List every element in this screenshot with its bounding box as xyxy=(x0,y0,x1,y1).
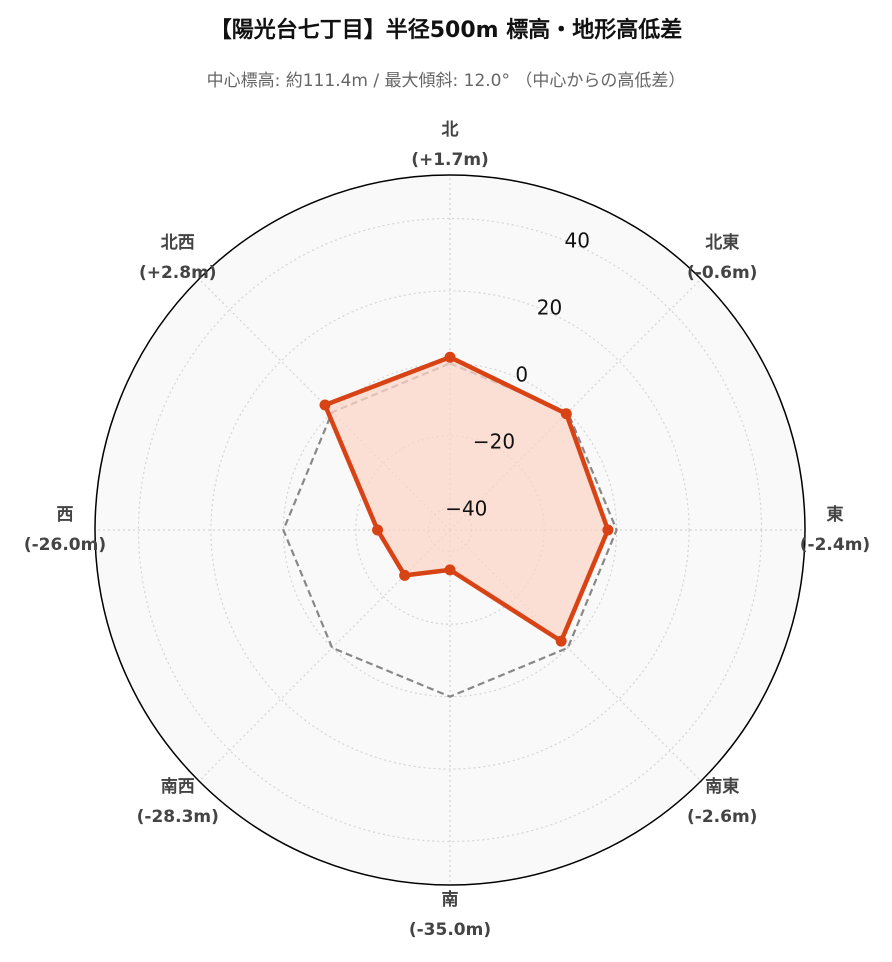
direction-label: 北 xyxy=(442,120,459,140)
direction-label: 北西 xyxy=(161,233,195,253)
data-point xyxy=(555,635,567,647)
chart-subtitle: 中心標高: 約111.4m / 最大傾斜: 12.0° （中心からの高低差） xyxy=(206,71,686,91)
outer-frame xyxy=(94,174,806,886)
direction-label: 北東 xyxy=(705,232,739,253)
direction-label: 西 xyxy=(57,505,74,525)
r-tick-label: −20 xyxy=(473,429,515,453)
direction-value-label: (-2.6m) xyxy=(687,807,757,827)
data-point xyxy=(602,524,614,536)
direction-value-label: (-2.4m) xyxy=(800,535,870,555)
direction-label: 南 xyxy=(442,889,459,910)
angular-gridline xyxy=(449,278,702,531)
data-point xyxy=(560,408,572,420)
direction-value-label: (-28.3m) xyxy=(137,807,219,827)
chart-title: 【陽光台七丁目】半径500m 標高・地形高低差 xyxy=(209,18,683,43)
direction-value-label: (-35.0m) xyxy=(409,920,491,940)
angular-gridline xyxy=(198,278,451,531)
angular-gridline xyxy=(449,529,702,782)
reference-line xyxy=(282,362,618,698)
r-tick-label: −40 xyxy=(445,496,487,520)
data-point xyxy=(372,524,384,536)
data-point xyxy=(399,569,411,581)
elevation-area xyxy=(325,357,608,642)
radial-gridline xyxy=(210,290,690,770)
direction-value-label: (+1.7m) xyxy=(411,150,489,170)
r-tick-label: 20 xyxy=(537,296,562,320)
direction-label: 南西 xyxy=(161,776,195,797)
direction-label: 南東 xyxy=(705,776,739,797)
r-tick-label: 0 xyxy=(515,363,528,387)
direction-value-label: (-26.0m) xyxy=(24,535,106,555)
direction-label: 東 xyxy=(827,504,844,525)
data-point xyxy=(444,351,456,363)
data-point xyxy=(319,399,331,411)
direction-value-label: (-0.6m) xyxy=(687,263,757,283)
data-point xyxy=(444,564,456,576)
r-tick-label: 40 xyxy=(564,229,589,253)
direction-value-label: (+2.8m) xyxy=(139,263,217,283)
angular-gridline xyxy=(198,529,451,782)
